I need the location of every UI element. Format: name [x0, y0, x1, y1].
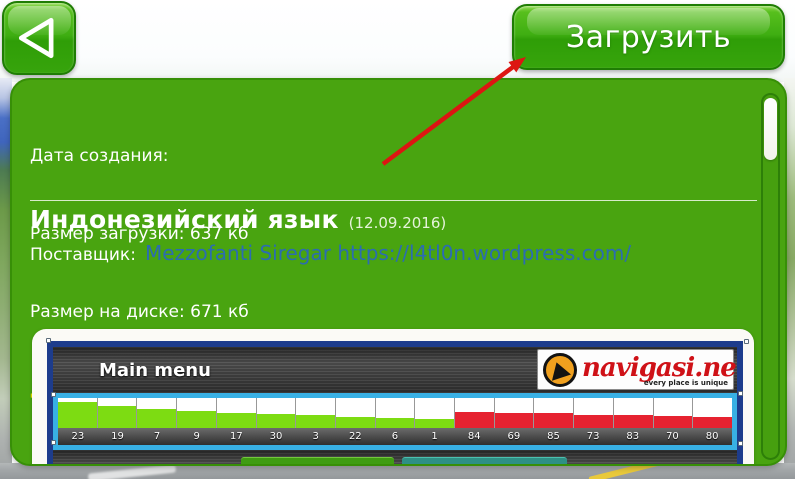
- bar-cell: [653, 398, 694, 428]
- pack-title: Индонезийский язык: [30, 205, 339, 234]
- bar-value: 23: [71, 431, 85, 442]
- supplier-link[interactable]: Mezzofanti Siregar https://l4tl0n.wordpr…: [144, 241, 632, 265]
- selection-handle-dot: [738, 441, 743, 446]
- background-photo-right: [784, 78, 795, 479]
- navigasi-logo-tagline: every place is unique: [643, 379, 728, 387]
- divider-line: [30, 200, 757, 201]
- back-arrow-icon: [18, 17, 54, 59]
- bar-cell: [137, 398, 178, 428]
- details-panel: Дата создания: Размер загрузки: 637 кб Р…: [10, 78, 787, 466]
- bar-value: 73: [586, 431, 600, 442]
- bar-fill: [494, 413, 534, 428]
- skin-menu-title: Main menu: [99, 360, 211, 381]
- bar-fill: [534, 413, 574, 428]
- download-button[interactable]: Загрузить: [512, 4, 785, 70]
- download-size-line: Размер загрузки: 637 кб: [30, 224, 249, 244]
- bar-fill: [256, 413, 296, 428]
- navigasi-logo-text: navigasi.net: [582, 353, 743, 383]
- bar-value: 6: [391, 431, 399, 442]
- pack-date: (12.09.2016): [348, 214, 447, 232]
- bar-value: 83: [626, 431, 640, 442]
- bar-cell: [335, 398, 376, 428]
- skin-screenshot: Main menu navigasi.net every place is un…: [47, 341, 743, 464]
- navigasi-logo-icon: [543, 353, 577, 387]
- skin-footer-button-1: [241, 457, 394, 464]
- bar-cell: [494, 398, 535, 428]
- bar-cell: [574, 398, 614, 428]
- bar-value: 69: [507, 431, 521, 442]
- bar-value: 1: [431, 431, 438, 442]
- scrollbar-track[interactable]: [761, 93, 780, 460]
- bar-cell: [177, 398, 217, 428]
- bar-fill: [574, 414, 613, 428]
- bar-fill: [137, 408, 177, 428]
- bar-fill: [296, 415, 335, 428]
- bar-cell: [415, 398, 456, 428]
- supplier-row: Поставщик: Mezzofanti Siregar https://l4…: [30, 241, 631, 265]
- bar-fill: [335, 416, 375, 428]
- back-button[interactable]: [2, 1, 76, 75]
- bar-value: 9: [193, 431, 200, 442]
- bar-cell: [97, 398, 138, 428]
- bar-cell: [693, 398, 732, 428]
- skin-footer: [53, 450, 737, 464]
- bar-cell: [455, 398, 495, 428]
- bar-fill: [653, 416, 693, 428]
- bar-value: 70: [666, 431, 679, 442]
- bar-value: 17: [230, 431, 243, 442]
- creation-date-line: Дата создания:: [30, 146, 169, 166]
- preview-bar-values: 23 19 7 9 17 30 3 22 6 1 84 69 85 73 83 70 80: [58, 428, 732, 445]
- selection-handle-dot: [744, 339, 749, 344]
- bar-fill: [455, 411, 494, 428]
- bar-value: 85: [547, 431, 560, 442]
- background-photo-left: [0, 78, 12, 479]
- bar-fill: [97, 406, 137, 428]
- preview-bars-frame: 23 19 7 9 17 30 3 22 6 1 84 69 85 73 83 70 80: [53, 393, 737, 450]
- bar-fill: [58, 402, 97, 428]
- preview-bar-cells: [58, 398, 732, 428]
- bar-value: 84: [467, 431, 481, 442]
- scrollbar-thumb[interactable]: [764, 98, 777, 160]
- skin-footer-button-2: [402, 457, 567, 464]
- bar-fill: [177, 410, 216, 428]
- bar-value: 19: [111, 431, 124, 442]
- bar-fill: [613, 414, 653, 428]
- pack-title-row: Индонезийский язык (12.09.2016): [30, 205, 446, 234]
- bar-cell: [613, 398, 654, 428]
- bar-fill: [375, 418, 415, 428]
- skin-header: Main menu navigasi.net every place is un…: [53, 347, 737, 393]
- bar-fill: [693, 417, 732, 428]
- bar-cell: [375, 398, 416, 428]
- preview-card: Main menu navigasi.net every place is un…: [32, 329, 754, 464]
- bar-fill: [415, 419, 455, 428]
- bar-fill: [216, 412, 256, 428]
- bar-value: 3: [312, 431, 319, 442]
- bar-value: 22: [348, 431, 362, 442]
- navigasi-logo: navigasi.net every place is unique: [537, 349, 737, 390]
- selection-handle-dot: [51, 392, 56, 397]
- bar-cell: [58, 398, 98, 428]
- bar-value: 7: [153, 431, 161, 442]
- bar-value: 80: [705, 431, 719, 442]
- supplier-label: Поставщик:: [30, 245, 136, 265]
- bar-value: 30: [269, 431, 283, 442]
- selection-handle-dot: [51, 440, 56, 445]
- disk-size-line: Размер на диске: 671 кб: [30, 302, 249, 322]
- selection-handle-dot: [738, 391, 743, 396]
- bar-cell: [216, 398, 257, 428]
- selection-handle-dot: [46, 338, 51, 343]
- bar-cell: [256, 398, 297, 428]
- bar-cell: [534, 398, 575, 428]
- bar-cell: [296, 398, 336, 428]
